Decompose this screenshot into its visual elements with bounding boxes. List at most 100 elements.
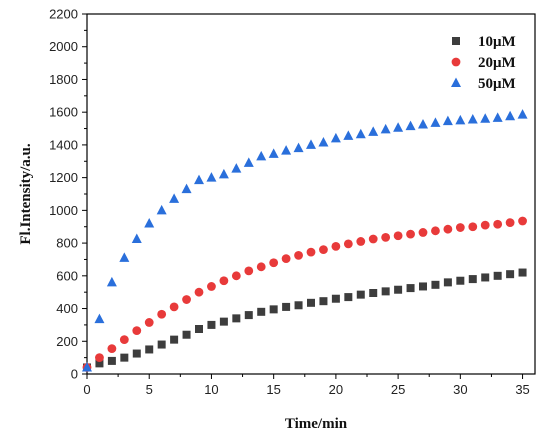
data-point xyxy=(232,314,241,323)
y-tick-label: 1000 xyxy=(49,203,78,218)
data-point xyxy=(219,276,229,286)
y-tick-label: 1800 xyxy=(49,72,78,87)
data-point xyxy=(467,114,478,124)
data-point xyxy=(481,273,490,282)
data-point xyxy=(119,252,130,262)
legend-label: 20μM xyxy=(478,55,516,71)
data-point xyxy=(518,216,527,226)
data-point xyxy=(356,237,366,246)
data-point xyxy=(268,148,279,158)
legend-marker xyxy=(451,57,461,67)
data-point xyxy=(418,228,428,237)
data-point xyxy=(195,325,203,333)
data-point xyxy=(480,113,491,123)
x-tick-label: 25 xyxy=(391,382,405,397)
data-point xyxy=(144,318,154,327)
legend: 10μM 20μM 50μM xyxy=(451,34,516,92)
y-tick-label: 0 xyxy=(71,367,78,382)
data-point xyxy=(144,217,155,228)
x-tick-label: 35 xyxy=(515,382,529,397)
data-point xyxy=(170,335,179,344)
y-tick-label: 2000 xyxy=(49,39,78,54)
data-point xyxy=(343,130,354,140)
data-point xyxy=(418,118,428,129)
legend-label: 10μM xyxy=(478,34,516,50)
data-point xyxy=(344,293,353,302)
data-point xyxy=(294,250,303,260)
data-point xyxy=(343,239,353,249)
data-point xyxy=(244,266,254,276)
data-point xyxy=(307,298,315,307)
data-point xyxy=(145,345,154,354)
data-point xyxy=(94,313,105,324)
data-point xyxy=(505,218,515,228)
y-tick-label: 600 xyxy=(56,268,78,283)
data-point xyxy=(493,219,503,229)
data-point xyxy=(369,289,378,297)
data-point xyxy=(231,271,241,281)
x-tick-label: 5 xyxy=(146,382,153,397)
data-point xyxy=(243,157,254,167)
data-point xyxy=(194,174,204,185)
x-tick-label: 30 xyxy=(453,382,467,397)
legend-marker xyxy=(452,37,460,45)
series-square xyxy=(83,268,527,372)
data-point xyxy=(406,284,415,293)
data-point xyxy=(132,349,141,358)
data-point xyxy=(106,276,117,287)
data-point xyxy=(319,297,328,306)
data-point xyxy=(119,335,129,345)
data-point xyxy=(82,361,92,372)
legend-marker xyxy=(451,77,461,87)
data-point xyxy=(107,356,116,365)
data-point xyxy=(169,193,180,203)
data-point xyxy=(157,309,167,319)
data-point xyxy=(218,168,229,179)
data-point xyxy=(182,330,191,339)
data-point xyxy=(493,271,502,280)
data-point xyxy=(405,120,416,131)
y-axis-ticks: 0 200 400 600 800 1000 1200 1400 1600 1800 2000 220… xyxy=(49,7,87,382)
data-point xyxy=(131,233,142,243)
data-point xyxy=(443,224,453,234)
series-circle xyxy=(82,216,527,372)
data-point xyxy=(393,122,404,132)
data-point xyxy=(368,234,378,244)
data-point xyxy=(207,282,216,291)
data-point xyxy=(269,305,278,314)
data-point xyxy=(95,353,104,363)
data-point xyxy=(318,136,329,147)
data-point xyxy=(256,262,266,272)
data-point xyxy=(219,317,228,326)
data-point xyxy=(430,117,441,127)
data-point xyxy=(455,114,466,125)
data-point xyxy=(194,287,204,297)
data-point xyxy=(517,109,528,119)
data-point xyxy=(156,204,167,215)
data-point xyxy=(468,222,478,232)
data-point xyxy=(107,344,117,354)
data-point xyxy=(355,128,366,139)
y-tick-label: 200 xyxy=(56,334,78,349)
data-point xyxy=(281,254,291,264)
data-point xyxy=(419,282,427,291)
data-point xyxy=(381,232,391,242)
data-point xyxy=(480,220,490,230)
x-tick-label: 15 xyxy=(266,382,280,397)
plot-frame xyxy=(86,13,536,375)
data-point xyxy=(95,359,104,368)
data-point xyxy=(442,115,453,126)
series-triangle xyxy=(82,109,528,372)
data-point xyxy=(207,320,216,329)
data-point xyxy=(431,280,440,289)
data-point xyxy=(206,172,217,182)
data-point xyxy=(331,241,341,251)
data-point xyxy=(381,287,390,296)
y-tick-label: 1200 xyxy=(49,170,78,185)
data-point xyxy=(306,139,316,149)
data-point xyxy=(132,326,142,336)
data-point xyxy=(505,110,516,121)
legend-label: 50μM xyxy=(478,76,516,92)
data-point xyxy=(294,301,303,310)
